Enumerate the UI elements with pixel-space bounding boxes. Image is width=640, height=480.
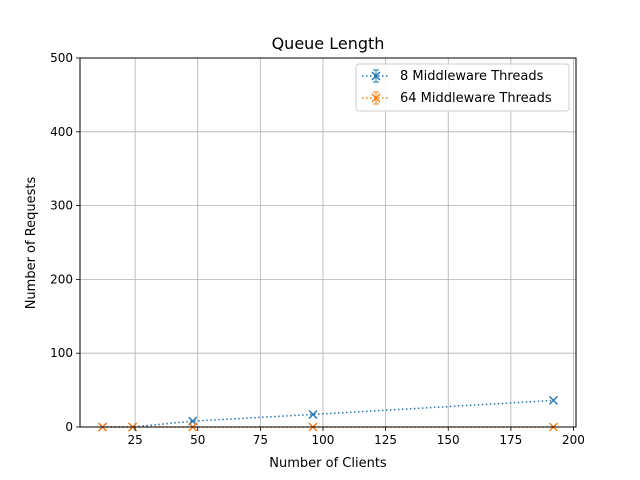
y-tick-label: 100 xyxy=(50,346,73,360)
y-tick-label: 0 xyxy=(65,420,73,434)
data-point xyxy=(308,409,318,419)
legend-label: 8 Middleware Threads xyxy=(400,69,544,84)
legend-label: 64 Middleware Threads xyxy=(400,91,552,106)
x-tick-label: 150 xyxy=(437,433,460,447)
y-tick-label: 300 xyxy=(50,199,73,213)
legend-item: 8 Middleware Threads xyxy=(362,69,544,84)
marker-stroke xyxy=(371,93,381,103)
x-tick-label: 75 xyxy=(253,433,268,447)
x-tick-label: 125 xyxy=(374,433,397,447)
legend-item: 64 Middleware Threads xyxy=(362,91,552,106)
x-tick-label: 200 xyxy=(562,433,585,447)
y-tick-label: 400 xyxy=(50,125,73,139)
x-tick-label: 100 xyxy=(312,433,335,447)
legend-marker xyxy=(371,93,381,103)
x-tick-label: 25 xyxy=(127,433,142,447)
x-tick-label: 175 xyxy=(499,433,522,447)
y-axis-ticks: 0 100 200 300 400 500 xyxy=(50,51,80,434)
x-axis-label: Number of Clients xyxy=(269,456,387,471)
y-tick-label: 200 xyxy=(50,272,73,286)
marker-stroke xyxy=(548,395,558,405)
marker-stroke xyxy=(308,409,318,419)
legend-box xyxy=(355,63,570,112)
legend: 8 Middleware Threads 64 Middleware Thread… xyxy=(355,63,570,112)
y-axis-label: Number of Requests xyxy=(24,176,39,309)
x-axis-ticks: 25 50 75 100 125 150 175 200 xyxy=(127,427,585,447)
x-tick-label: 50 xyxy=(190,433,205,447)
plot-frame xyxy=(79,57,577,428)
data-point xyxy=(548,395,558,405)
legend-marker xyxy=(371,71,381,81)
chart-title: Queue Length xyxy=(272,34,385,53)
marker-stroke xyxy=(371,71,381,81)
y-tick-label: 500 xyxy=(50,51,73,65)
